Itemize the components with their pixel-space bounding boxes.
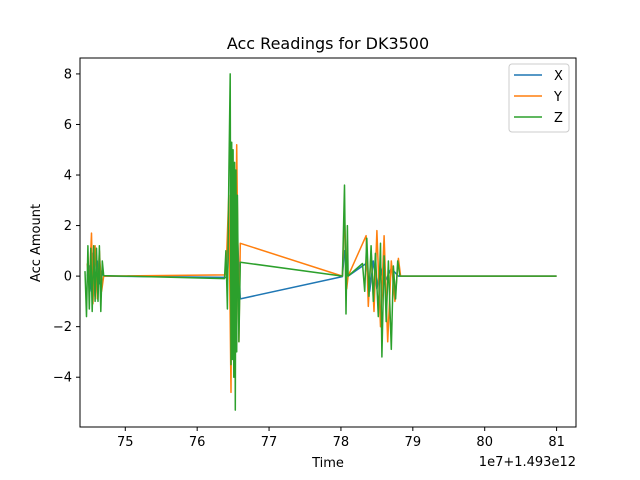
x-tick-label: 75 (117, 435, 134, 450)
legend-label-z: Z (554, 111, 563, 126)
legend-label-x: X (554, 69, 563, 84)
y-tick-label: 4 (64, 169, 72, 184)
y-tick-label: 0 (64, 270, 72, 285)
legend: XYZ (508, 63, 570, 133)
y-tick-label: −2 (53, 320, 72, 335)
legend-label-y: Y (553, 90, 562, 105)
y-ticks: −4 −2 0 2 4 6 8 (53, 67, 80, 386)
y-tick-label: 2 (64, 219, 72, 234)
y-tick-label: 6 (64, 118, 72, 133)
x-tick-label: 79 (405, 435, 422, 450)
x-ticks: 75 76 77 78 79 80 81 (117, 427, 565, 450)
x-tick-label: 77 (261, 435, 278, 450)
x-tick-label: 76 (189, 435, 206, 450)
chart-title: Acc Readings for DK3500 (227, 34, 429, 53)
plot-frame (79, 57, 577, 428)
y-axis-label: Acc Amount (29, 204, 44, 282)
series-line-z (84, 73, 557, 411)
y-tick-label: 8 (64, 67, 72, 82)
legend-box (508, 63, 570, 133)
y-tick-label: −4 (53, 371, 72, 386)
series-layer (84, 73, 557, 411)
x-tick-label: 78 (333, 435, 350, 450)
plot-area (80, 58, 576, 427)
x-tick-label: 81 (548, 435, 565, 450)
x-tick-label: 80 (476, 435, 493, 450)
x-offset-label: 1e7+1.493e12 (479, 455, 576, 470)
x-axis-label: Time (311, 456, 344, 471)
